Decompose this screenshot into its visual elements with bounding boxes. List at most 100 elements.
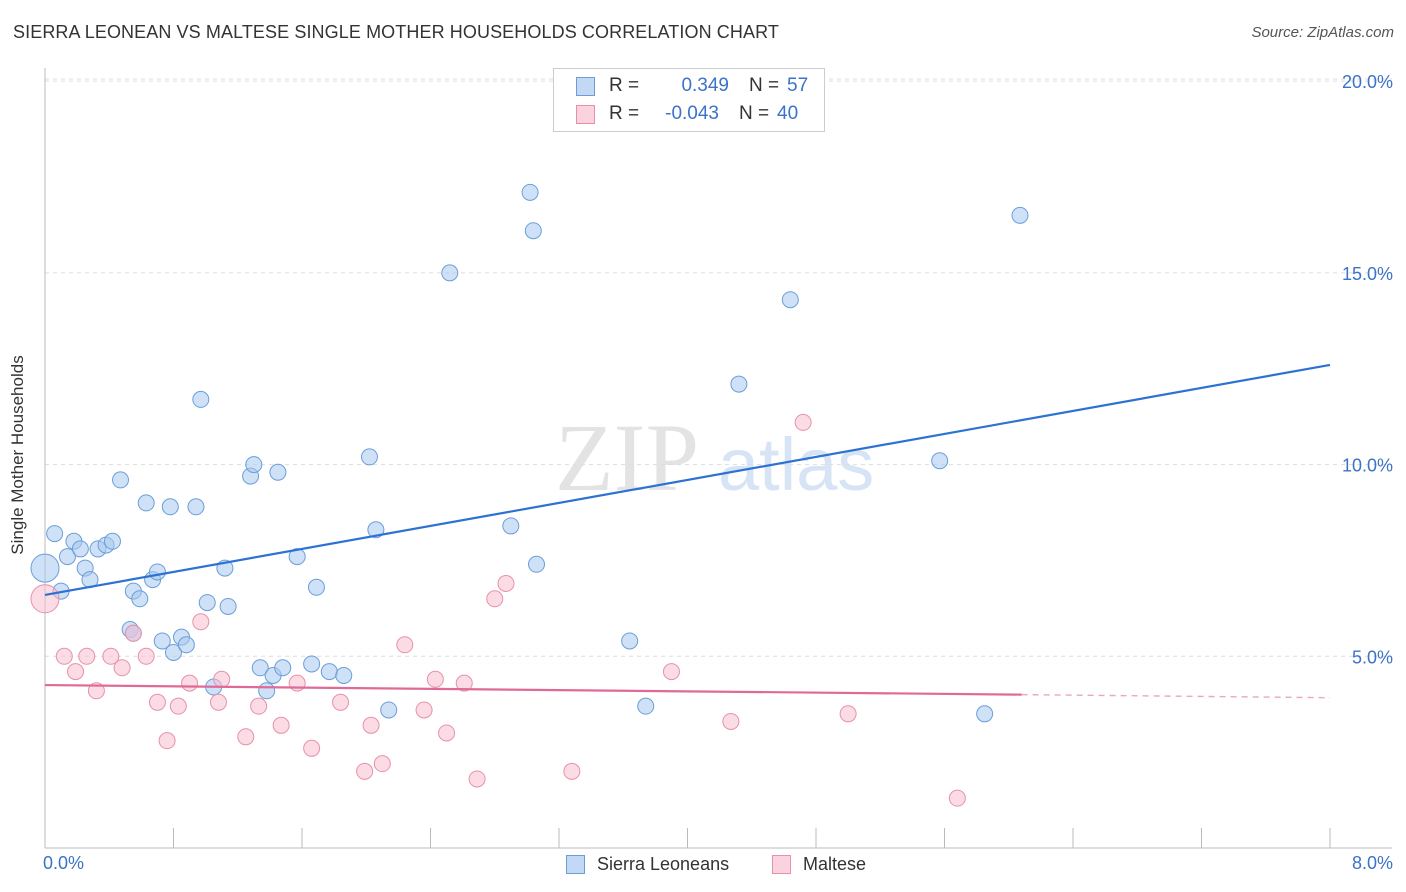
maltese-point [486, 590, 504, 608]
sierra-leonean-point [30, 553, 60, 583]
maltese-point [455, 674, 473, 692]
maltese-point [662, 663, 680, 681]
legend-row-sierra-leoneans: R = 0.349 N = 57 [576, 74, 808, 98]
maltese-point [356, 762, 374, 780]
maltese-point [78, 647, 96, 665]
sierra-leonean-trendline [44, 363, 1331, 597]
sierra-leonean-point [245, 456, 263, 474]
sierra-leonean-point [137, 494, 155, 512]
sierra-leonean-point [360, 448, 378, 466]
sierra-leonean-point [103, 532, 121, 550]
maltese-point [373, 755, 391, 773]
legend-box: R = 0.349 N = 57 R = -0.043 N = 40 [553, 68, 825, 132]
maltese-point [209, 693, 227, 711]
x-tick-label: 0.0% [43, 853, 84, 873]
chart-title: SIERRA LEONEAN VS MALTESE SINGLE MOTHER … [13, 22, 779, 42]
maltese-point [722, 712, 740, 730]
legend-r-value: 0.349 [681, 75, 729, 96]
maltese-point [124, 624, 142, 642]
legend-swatch-maltese [576, 104, 595, 124]
maltese-point [181, 674, 199, 692]
sierra-leonean-point [258, 682, 276, 700]
maltese-point [148, 693, 166, 711]
sierra-leonean-point [251, 659, 269, 677]
sierra-leonean-point [274, 659, 292, 677]
sierra-leonean-point [320, 663, 338, 681]
bottom-legend-label: Sierra Leoneans [597, 853, 730, 874]
bottom-legend-swatch-maltese [772, 854, 791, 874]
bottom-legend-sierra-leoneans: Sierra Leoneans [566, 852, 729, 876]
legend-swatch-sierra-leoneans [576, 76, 595, 96]
legend-r-label: R = [609, 103, 640, 124]
bottom-legend-swatch-sierra-leoneans [566, 854, 585, 874]
legend-row-maltese: R = -0.043 N = 40 [576, 102, 798, 126]
sierra-leonean-point [46, 525, 64, 543]
maltese-point [415, 701, 433, 719]
maltese-point [113, 659, 131, 677]
maltese-point [169, 697, 187, 715]
maltese-point [237, 728, 255, 746]
maltese-point [948, 789, 966, 807]
sierra-leonean-point [976, 705, 994, 723]
legend-n-value: 57 [787, 75, 809, 96]
sierra-leonean-point [187, 498, 205, 516]
maltese-point [213, 670, 231, 688]
sierra-leonean-point [335, 666, 353, 684]
maltese-trendline-dashed [1021, 693, 1331, 699]
sierra-leonean-point [781, 291, 799, 309]
legend-r-label: R = [609, 75, 640, 96]
sierra-leonean-point [198, 594, 216, 612]
maltese-point [332, 693, 350, 711]
bottom-legend-maltese: Maltese [772, 852, 866, 876]
maltese-point [426, 670, 444, 688]
sierra-leonean-point [380, 701, 398, 719]
maltese-point [288, 674, 306, 692]
grid-layer [45, 78, 1392, 657]
maltese-point [839, 705, 857, 723]
maltese-point [55, 647, 73, 665]
sierra-leonean-point [71, 540, 89, 558]
sierra-leonean-point [621, 632, 639, 650]
legend-n-label: N = [749, 75, 780, 96]
sierra-leonean-point [131, 590, 149, 608]
y-tick-label: 10.0% [1342, 456, 1393, 476]
y-tick-label: 5.0% [1352, 647, 1393, 667]
sierra-leonean-point [165, 643, 182, 661]
sierra-leonean-point [367, 521, 385, 539]
maltese-point [250, 697, 268, 715]
sierra-leonean-point [303, 655, 321, 673]
sierra-leonean-point [307, 578, 325, 596]
sierra-leonean-point [524, 222, 542, 240]
sierra-leonean-point [288, 548, 306, 566]
maltese-trendline [44, 683, 1022, 696]
sierra-leonean-point [192, 390, 210, 408]
trend-layer [44, 363, 1331, 699]
y-tick-label: 15.0% [1342, 264, 1393, 284]
sierra-leonean-point [58, 548, 76, 566]
maltese-point [30, 584, 60, 614]
tick-label-layer: 5.0% 10.0% 15.0% 20.0% 0.0% 8.0% [43, 72, 1393, 873]
maltese-point [272, 716, 290, 734]
maltese-point [303, 739, 321, 757]
maltese-point [158, 732, 176, 750]
sierra-leonean-point [528, 555, 546, 573]
maltese-point [137, 647, 155, 665]
sierra-leonean-point [441, 264, 459, 282]
maltese-point [794, 413, 812, 431]
maltese-point [87, 682, 105, 700]
axis-layer [44, 68, 1392, 849]
legend-n-value: 40 [777, 103, 799, 124]
sierra-leonean-point [931, 452, 949, 470]
sierra-leonean-point [177, 636, 195, 654]
maltese-point [362, 716, 380, 734]
maltese-point [438, 724, 456, 742]
x-tick-label: 8.0% [1352, 853, 1393, 873]
maltese-point [497, 574, 515, 592]
sierra-leonean-point [502, 517, 520, 535]
sierra-leonean-point [637, 697, 655, 715]
sierra-leonean-point [148, 563, 166, 581]
maltese-point [563, 762, 581, 780]
sierra-leonean-point [111, 471, 129, 489]
source-label: Source: ZipAtlas.com [1251, 24, 1394, 41]
